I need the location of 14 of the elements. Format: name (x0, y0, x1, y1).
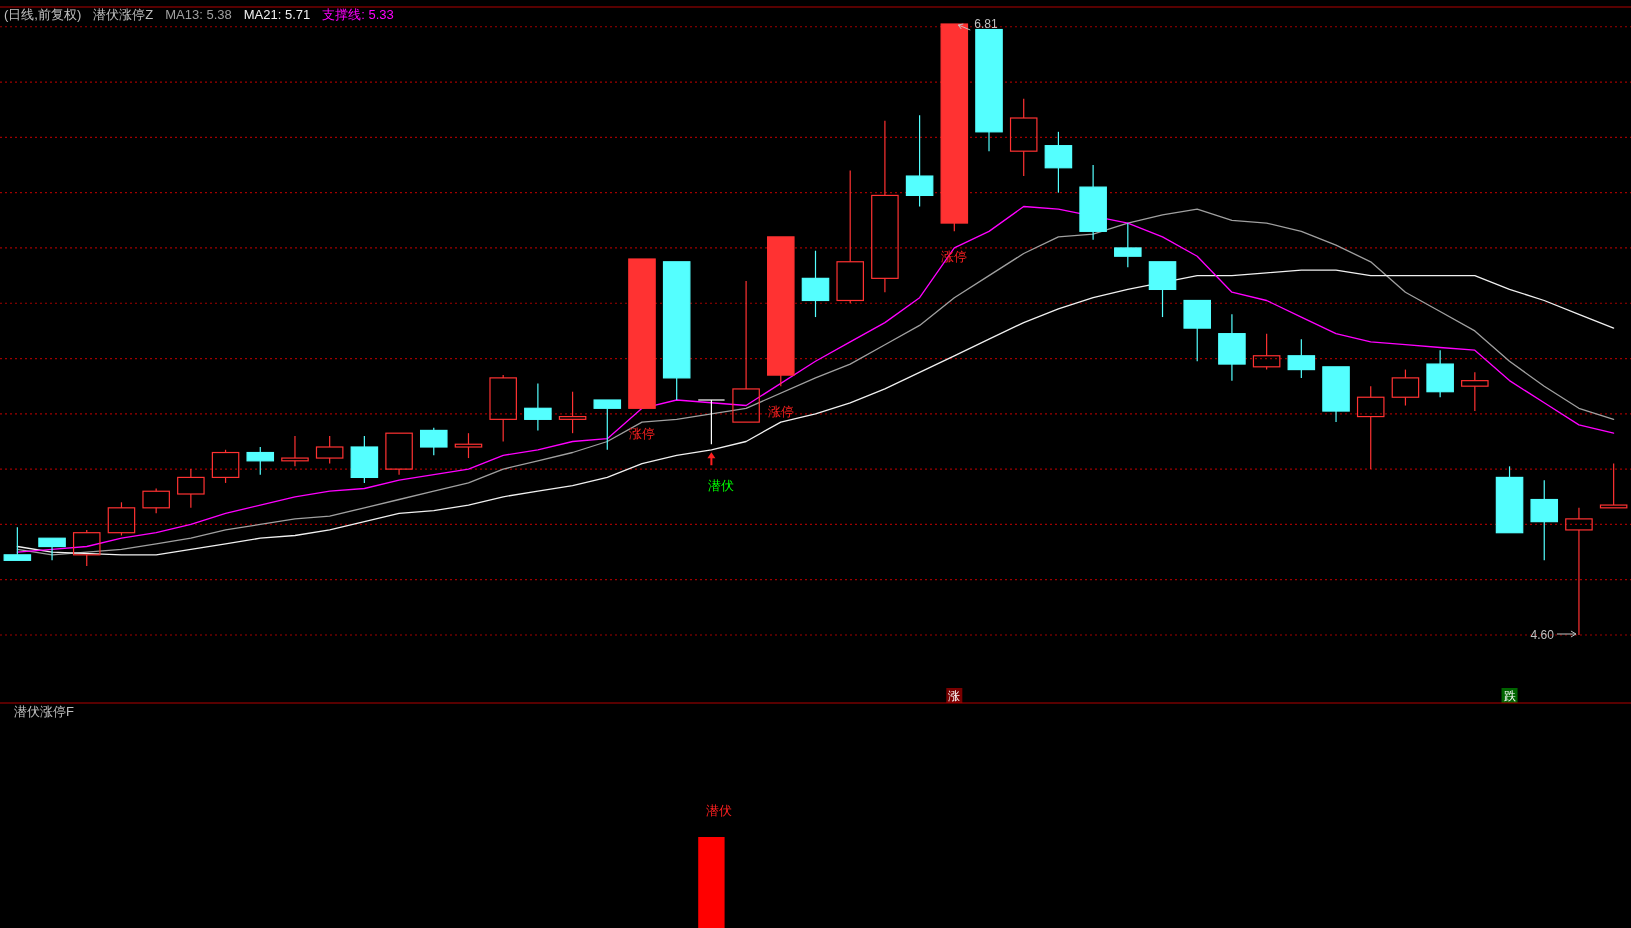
annotation: 4.60 (1530, 628, 1555, 643)
text: 潜伏 (706, 803, 733, 818)
text: 涨 (948, 689, 961, 703)
annotation: 潜伏 (708, 478, 735, 494)
annotation: 涨停 (767, 404, 794, 420)
text: 跌 (1503, 689, 1516, 703)
annotation: 涨停 (628, 426, 655, 442)
chart-subtitle: 潜伏涨停Z (93, 7, 154, 22)
text: MA21: 5.71 (243, 7, 311, 22)
chart-title: (日线,前复权) (4, 7, 82, 22)
text: 支撑线: 5.33 (322, 7, 394, 22)
annotation: 6.81 (974, 17, 998, 32)
text: MA13: 5.38 (165, 7, 232, 22)
chart-title: 潜伏涨停F (14, 704, 74, 719)
